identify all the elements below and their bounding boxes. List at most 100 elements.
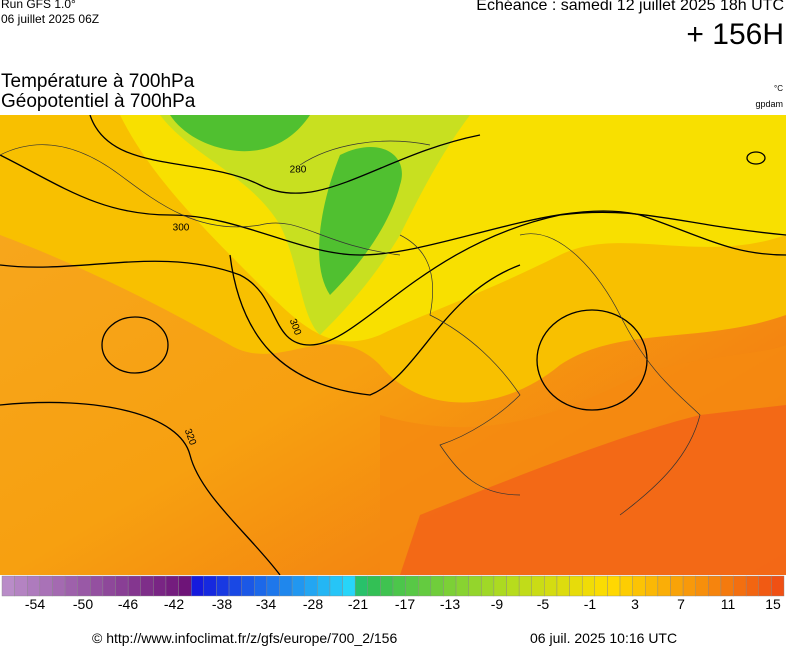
scale-swatch: [468, 575, 482, 597]
coastline: [0, 144, 401, 256]
scale-swatch: [14, 575, 28, 597]
scale-swatch: [127, 575, 141, 597]
unit-geopotential: gpdam: [755, 99, 783, 109]
scale-label: -34: [256, 596, 276, 612]
scale-swatch: [518, 575, 532, 597]
run-label: Run GFS 1.0°: [1, 0, 76, 11]
scale-swatch: [758, 575, 772, 597]
contour-290: [0, 154, 786, 256]
scale-swatch: [443, 575, 457, 597]
scale-swatch: [140, 575, 154, 597]
scale-swatch: [733, 575, 747, 597]
run-date: 06 juillet 2025 06Z: [1, 12, 100, 26]
scale-label: -38: [212, 596, 232, 612]
coastline: [299, 140, 431, 166]
scale-label: -5: [537, 596, 550, 612]
scale-swatch: [165, 575, 179, 597]
scale-swatch: [619, 575, 633, 597]
scale-swatch: [708, 575, 722, 597]
scale-label: -17: [395, 596, 415, 612]
scale-swatch: [190, 575, 205, 597]
scale-swatch: [317, 575, 331, 597]
title-geopotential: Géopotentiel à 700hPa: [1, 91, 196, 112]
scale-swatch: [670, 575, 684, 597]
scale-swatch: [1, 575, 15, 597]
contour-310: [229, 254, 521, 396]
color-scale: -54 -50 -46 -42 -38 -34 -28 -21 -17 -13 -9 -5 -1 3 7 11…: [1, 575, 785, 612]
scale-swatch: [594, 575, 608, 597]
scale-swatch: [216, 575, 230, 597]
scale-swatch: [291, 575, 305, 597]
contour-small: [746, 151, 766, 165]
contour-320: [0, 401, 281, 575]
scale-swatch: [367, 575, 381, 597]
scale-swatch: [682, 575, 696, 597]
scale-swatch: [556, 575, 570, 597]
scale-label: -54: [25, 596, 45, 612]
cold-area: [170, 115, 402, 295]
scale-swatch: [771, 575, 785, 597]
coastline: [519, 233, 701, 516]
scale-swatch: [544, 575, 558, 597]
contour-low: [101, 316, 169, 374]
scale-swatch: [657, 575, 671, 597]
scale-swatch: [39, 575, 53, 597]
coastline: [399, 234, 521, 496]
scale-swatch: [279, 575, 293, 597]
scale-label: -50: [73, 596, 93, 612]
scale-swatch: [745, 575, 759, 597]
scale-swatch: [342, 575, 356, 597]
very-hot-area: [400, 405, 786, 575]
scale-label: -28: [303, 596, 323, 612]
forecast-time: Echéance : samedi 12 juillet 2025 18h UT…: [476, 0, 784, 14]
scale-swatch: [493, 575, 507, 597]
source-url: © http://www.infoclimat.fr/z/gfs/europe/…: [92, 630, 398, 646]
scale-swatch: [115, 575, 129, 597]
scale-label: -1: [584, 596, 597, 612]
scale-swatch: [102, 575, 116, 597]
scale-swatch: [405, 575, 419, 597]
scale-label: -46: [118, 596, 138, 612]
scale-swatch: [77, 575, 91, 597]
scale-swatch: [581, 575, 596, 597]
contour-280: [89, 115, 481, 194]
scale-swatch: [455, 575, 469, 597]
scale-swatch: [178, 575, 192, 597]
scale-label: 11: [721, 596, 736, 612]
lead-time: + 156H: [686, 18, 784, 51]
scale-swatch: [153, 575, 167, 597]
scale-swatch: [569, 575, 583, 597]
scale-swatch: [52, 575, 66, 597]
scale-swatch: [90, 575, 104, 597]
scale-swatch: [531, 575, 545, 597]
scale-swatch: [506, 575, 520, 597]
scale-swatch: [354, 575, 368, 597]
scale-swatch: [241, 575, 255, 597]
scale-label: 15: [765, 596, 781, 612]
scale-label: 3: [631, 596, 639, 612]
contour-300: [0, 211, 786, 346]
scale-swatch: [607, 575, 621, 597]
scale-swatch: [418, 575, 432, 597]
scale-swatch: [228, 575, 242, 597]
scale-swatch: [645, 575, 659, 597]
generated-time: 06 juil. 2025 10:16 UTC: [530, 630, 678, 646]
scale-swatch: [304, 575, 318, 597]
scale-swatch: [329, 575, 343, 597]
scale-swatch: [203, 575, 217, 597]
scale-swatch: [380, 575, 394, 597]
scale-label: 7: [677, 596, 685, 612]
scale-swatch: [392, 575, 406, 597]
scale-swatch: [430, 575, 444, 597]
scale-swatch: [266, 575, 280, 597]
scale-swatch: [720, 575, 734, 597]
scale-swatch: [695, 575, 709, 597]
scale-swatch: [254, 575, 268, 597]
contour-label: 280: [290, 165, 307, 176]
contour-label: 300: [173, 223, 190, 234]
scale-swatch: [27, 575, 41, 597]
scale-label: -42: [164, 596, 184, 612]
scale-label: -21: [348, 596, 368, 612]
